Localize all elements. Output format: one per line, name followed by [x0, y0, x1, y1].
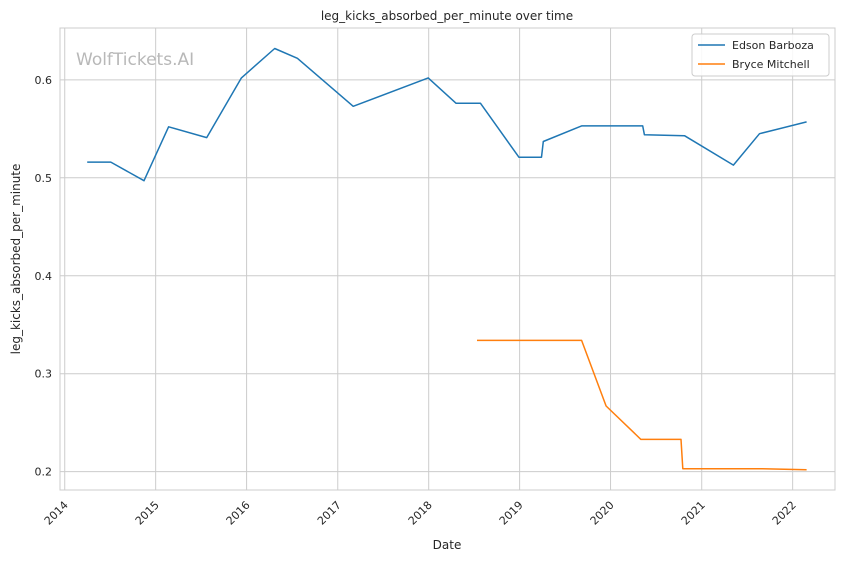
y-tick-label: 0.2 — [35, 466, 53, 479]
series-line-edson-barboza — [87, 47, 807, 182]
legend-box — [691, 33, 830, 77]
y-axis-label: leg_kicks_absorbed_per_minute — [9, 164, 23, 355]
series-lines — [87, 47, 807, 471]
y-tick-label: 0.5 — [35, 172, 53, 185]
legend-label-bryce-mitchell: Bryce Mitchell — [732, 58, 810, 71]
x-axis-label: Date — [433, 538, 462, 552]
series-line-bryce-mitchell — [477, 339, 807, 471]
y-axis-ticks: 0.2 0.3 0.4 0.5 0.6 — [35, 74, 53, 479]
y-tick-label: 0.4 — [35, 270, 53, 283]
grid-lines — [60, 28, 835, 490]
plot-area-frame — [59, 27, 836, 491]
watermark-text: WolfTickets.AI — [76, 50, 194, 70]
y-tick-label: 0.3 — [35, 368, 53, 381]
y-tick-label: 0.6 — [35, 74, 53, 87]
chart-title: leg_kicks_absorbed_per_minute over time — [321, 9, 573, 23]
legend: Edson Barboza Bryce Mitchell — [691, 33, 830, 77]
legend-label-edson-barboza: Edson Barboza — [732, 39, 814, 52]
